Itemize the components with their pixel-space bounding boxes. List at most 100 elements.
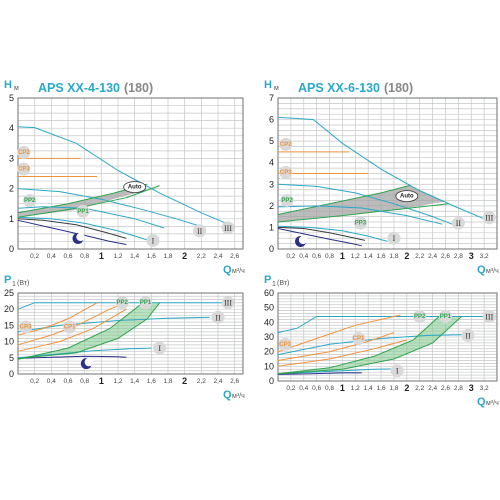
badge-shape bbox=[352, 331, 366, 345]
series-line-i bbox=[17, 216, 148, 241]
badge-label: CP2 bbox=[280, 142, 292, 148]
y-tick-label: 60 bbox=[264, 288, 274, 298]
badge-ii: II bbox=[451, 216, 465, 230]
series-line-pp2 bbox=[17, 302, 144, 360]
series-line-iii bbox=[17, 302, 235, 310]
x-tick-label: 3,2 bbox=[480, 253, 489, 260]
x-tick-label-major: 3 bbox=[469, 251, 474, 261]
badge-cp2: CP2 bbox=[17, 145, 31, 159]
plot-frame bbox=[17, 97, 244, 250]
night-mode-icon bbox=[80, 357, 94, 370]
x-tick-label: 0,4 bbox=[47, 378, 56, 385]
badge-shape bbox=[278, 337, 292, 351]
x-tick-label-major: 2 bbox=[404, 383, 409, 393]
series-line-cp2 bbox=[17, 302, 127, 346]
y-axis-label: H bbox=[4, 79, 12, 91]
y-tick-label: 6 bbox=[269, 115, 274, 125]
y-tick-label: 4 bbox=[9, 123, 14, 133]
y-tick-label: 4 bbox=[269, 158, 274, 168]
x-tick-label: 2,2 bbox=[415, 385, 424, 392]
series-line-iii bbox=[277, 116, 485, 220]
badge-shape bbox=[390, 364, 404, 378]
series-line bbox=[277, 372, 362, 375]
badge-label: PP1 bbox=[140, 300, 152, 306]
series-line bbox=[277, 339, 407, 367]
series-line bbox=[17, 308, 127, 352]
badge-label: III bbox=[224, 224, 232, 233]
badge-pp1: PP1 bbox=[139, 296, 152, 310]
x-tick-label: 0,6 bbox=[312, 253, 321, 260]
series-line-i bbox=[277, 225, 388, 242]
y-axis-unit: (Вт) bbox=[17, 280, 29, 287]
badge-label: I bbox=[152, 237, 155, 246]
x-tick-label: 0,4 bbox=[299, 253, 308, 260]
x-tick-label: 2,4 bbox=[213, 253, 222, 260]
x-tick-label-major: 1 bbox=[99, 251, 104, 261]
series-line bbox=[17, 355, 127, 359]
badge-label: II bbox=[197, 227, 203, 236]
x-tick-label: 0,8 bbox=[325, 385, 334, 392]
chart-3: 0 5 10 15 20 25 0,2 0,4 0,6 0,8 1,2 1,4 1,6 1,8 2,2 2,4… bbox=[4, 274, 245, 401]
y-axis-unit: м bbox=[274, 85, 279, 92]
series-line bbox=[277, 228, 362, 247]
x-tick-label-major: 1 bbox=[340, 383, 345, 393]
badge-iii: III bbox=[221, 296, 235, 310]
badge-shape bbox=[17, 145, 31, 159]
badge-shape bbox=[17, 162, 31, 176]
badge-shape bbox=[395, 190, 419, 203]
badge-iii: III bbox=[482, 211, 496, 225]
chart-2: 0 1 2 3 4 5 6 7 0,2 0,4 0,6 0,8 1,2 1,4 1,6 1,8 2,2 2,4 2,… bbox=[264, 79, 499, 276]
badge-shape bbox=[221, 296, 235, 310]
y-tick-label: 5 bbox=[9, 353, 14, 363]
badge-shape bbox=[280, 193, 294, 207]
x-tick-label: 2,8 bbox=[454, 385, 463, 392]
x-axis-label: Q bbox=[223, 264, 232, 276]
badge-label: PP3 bbox=[355, 221, 367, 227]
badge-cp3: CP3 bbox=[19, 320, 32, 334]
x-tick-label-major: 2 bbox=[182, 251, 187, 261]
x-tick-label: 1,6 bbox=[147, 378, 156, 385]
badge-shape bbox=[279, 137, 293, 151]
badge-ii: II bbox=[211, 310, 225, 324]
y-tick-label: 5 bbox=[269, 136, 274, 146]
y-tick-label: 0 bbox=[9, 244, 14, 254]
badge-shape bbox=[139, 296, 152, 310]
y-tick-label: 1 bbox=[269, 222, 274, 232]
badge-i: I bbox=[146, 234, 160, 248]
y-tick-label: 0 bbox=[9, 369, 14, 379]
x-tick-label: 0,6 bbox=[63, 253, 72, 260]
x-tick-label: 2,4 bbox=[428, 253, 437, 260]
y-tick-label: 0 bbox=[269, 376, 274, 386]
x-tick-label: 0,2 bbox=[286, 385, 295, 392]
badge-label: PP1 bbox=[440, 314, 452, 320]
x-tick-label: 2,6 bbox=[441, 253, 450, 260]
badge-label: Auto bbox=[400, 194, 414, 200]
x-tick-label: 1,8 bbox=[163, 378, 172, 385]
badge-iii: III bbox=[482, 309, 496, 323]
badge-shape bbox=[221, 221, 235, 235]
badge-shape bbox=[123, 181, 147, 193]
badge-pp2: PP2 bbox=[413, 309, 427, 323]
y-tick-label: 2 bbox=[269, 201, 274, 211]
badge-pp2: PP2 bbox=[280, 193, 294, 207]
y-tick-label: 0 bbox=[269, 244, 274, 254]
x-tick-label: 1,4 bbox=[364, 385, 373, 392]
badge-iii: III bbox=[221, 221, 235, 235]
badge-label: I bbox=[158, 344, 161, 353]
badge-cp3: CP3 bbox=[17, 162, 31, 176]
x-tick-label: 1,2 bbox=[351, 385, 360, 392]
x-tick-label: 1,6 bbox=[377, 253, 386, 260]
x-tick-label: 2,6 bbox=[230, 253, 239, 260]
badge-i: I bbox=[153, 341, 167, 355]
x-tick-label: 2,2 bbox=[197, 378, 206, 385]
x-tick-label: 2,4 bbox=[428, 385, 437, 392]
night-mode-icon bbox=[295, 235, 308, 247]
x-tick-label: 0,8 bbox=[80, 378, 89, 385]
x-tick-label: 0,2 bbox=[286, 253, 295, 260]
badge-shape bbox=[76, 204, 90, 218]
x-axis-unit: м³/ч bbox=[486, 400, 499, 407]
series-line-iii bbox=[17, 126, 227, 224]
badge-label: PP2 bbox=[414, 314, 426, 320]
badge-label: III bbox=[485, 312, 493, 321]
badge-i: I bbox=[387, 231, 401, 245]
